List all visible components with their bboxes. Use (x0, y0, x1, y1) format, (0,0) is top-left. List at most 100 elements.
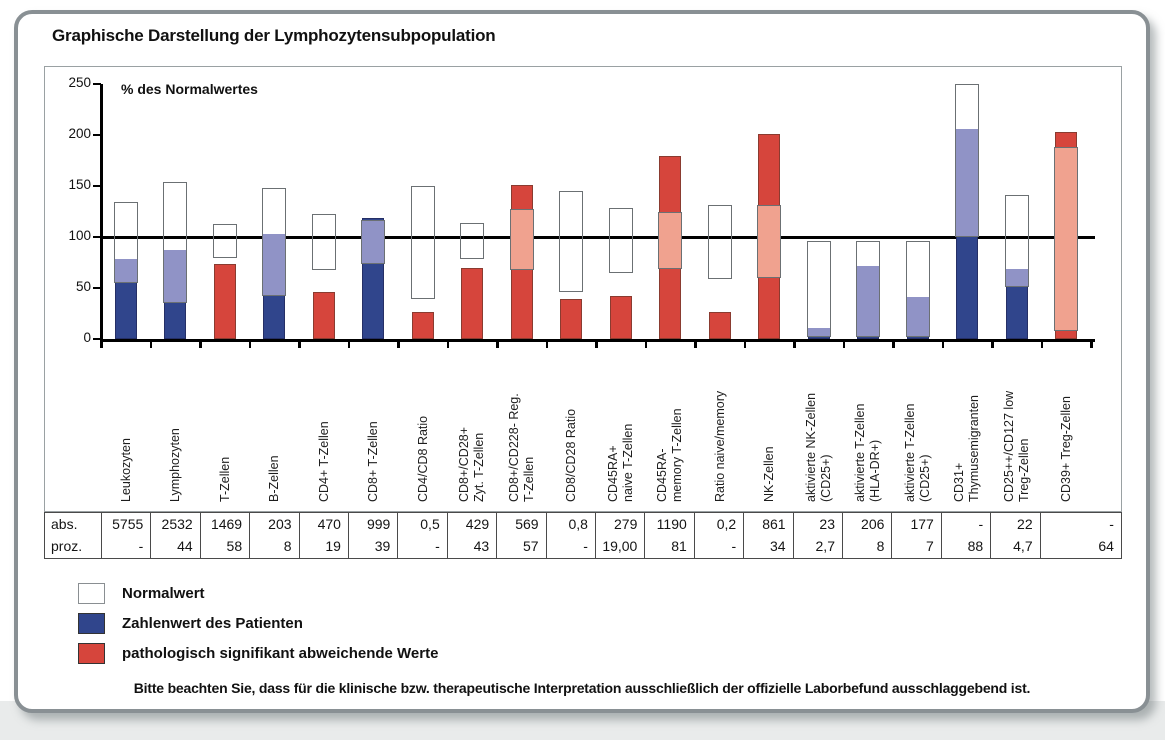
normal-range-box-outline (608, 208, 633, 273)
x-category-label-line: CD4/CD8 Ratio (415, 415, 430, 502)
table-cell-proz: 19 (325, 538, 341, 555)
normal-range-box-outline (311, 213, 336, 270)
table-cell-abs: 22 (1017, 515, 1033, 532)
legend-label-normalwert: Normalwert (122, 584, 205, 602)
x-category-label: aktivierte T-Zellen (HLA-DR+) (845, 352, 891, 502)
table-column: 279 19,00 (594, 513, 644, 558)
table-column: 429 43 (446, 513, 496, 558)
x-category-label: CD39+ Treg-Zellen (1043, 352, 1089, 502)
normal-range-box (311, 213, 336, 270)
x-category-label: CD8/CD28 Ratio (548, 352, 594, 502)
normal-range-box-outline (658, 211, 683, 269)
legend-label-patient: Zahlenwert des Patienten (122, 614, 303, 632)
bar-normal-overlap (807, 327, 830, 337)
table-cell-abs: 203 (268, 515, 292, 532)
y-tick (93, 287, 101, 289)
x-category-label-line: Leukozyten (118, 438, 133, 502)
x-category-label: Ratio naive/memory (697, 352, 743, 502)
chart-plot: 0 50 100 150 200 250 Leukozyten Lymphozyten T-Ze… (45, 67, 1121, 511)
x-category-label-line: (CD25+) (917, 454, 932, 502)
bar-normal-overlap (510, 209, 533, 270)
normal-range-box-outline (262, 188, 287, 297)
x-category-label: CD8+ T-Zellen (350, 352, 396, 502)
x-category-label: NK-Zellen (746, 352, 792, 502)
y-tick-label: 150 (68, 177, 91, 192)
x-tick (694, 342, 697, 348)
x-tick (446, 342, 449, 348)
table-cell-abs: 861 (762, 515, 786, 532)
x-tick (199, 342, 202, 348)
report-title: Graphische Darstellung der Lymphozytensu… (52, 26, 496, 45)
x-tick (644, 342, 647, 348)
x-category-label: CD4+ T-Zellen (301, 352, 347, 502)
x-category-label-line: T-Zellen (217, 456, 232, 502)
normal-range-box-outline (212, 223, 237, 259)
table-cell-proz: 8 (283, 538, 292, 555)
x-tick (149, 342, 152, 348)
chart-legend: Normalwert Zahlenwert des Patienten path… (78, 578, 438, 668)
legend-item-normalwert: Normalwert (78, 578, 438, 608)
table-cell-proz: 39 (374, 538, 391, 555)
table-cell-proz: 57 (522, 538, 539, 555)
x-tick (397, 342, 400, 348)
y-tick-label: 100 (68, 228, 91, 243)
y-tick-label: 250 (68, 75, 91, 90)
bar-normal-overlap (857, 265, 880, 337)
x-category-label: CD45RA+ naive T-Zellen (598, 352, 644, 502)
bar-normal-overlap (362, 219, 385, 264)
table-cell-abs: 279 (614, 515, 638, 532)
x-category-label-line: Zyt. T-Zellen (472, 432, 487, 502)
x-category-label-line: T-Zellen (521, 456, 536, 502)
table-column: 0,2 - (693, 513, 743, 558)
bar-normal-overlap (956, 128, 979, 237)
x-category-label-line: Ratio naive/memory (712, 390, 727, 502)
normal-range-box-outline (509, 209, 534, 270)
normal-range-box-outline (460, 222, 485, 260)
normal-range-box-outline (806, 241, 831, 337)
normal-range-box-outline (559, 191, 584, 293)
x-tick (793, 342, 796, 348)
x-category-label-line: CD8/CD28 Ratio (563, 408, 578, 502)
y-tick-label: 0 (83, 330, 91, 345)
table-cell-abs: - (1109, 515, 1114, 532)
x-tick (100, 342, 103, 348)
table-cell-abs: 1190 (656, 515, 687, 532)
table-cell-proz: 88 (967, 538, 984, 555)
x-category-label-line: CD25++/CD127 low (1001, 390, 1016, 502)
table-column: 569 57 (496, 513, 545, 558)
x-category-label-line: NK-Zellen (761, 446, 776, 502)
table-row-label-proz: proz. (51, 538, 83, 555)
x-tick (1040, 342, 1043, 348)
normal-range-box-outline (905, 241, 930, 337)
bar-normal-overlap (263, 233, 286, 297)
table-cell-proz: - (731, 538, 737, 555)
table-cell-proz: 19,00 (602, 538, 638, 555)
normal-range-box-outline (163, 181, 188, 304)
normal-range-box-outline (1004, 195, 1029, 287)
table-column: 1469 58 (199, 513, 249, 558)
x-category-label-line: Lymphozyten (167, 428, 182, 502)
table-cell-abs: 5755 (112, 515, 144, 532)
normal-range-box-outline (707, 205, 732, 279)
patient-bar (213, 263, 236, 339)
table-column: 0,8 - (545, 513, 595, 558)
x-category-label-line: aktivierte T-Zellen (902, 403, 917, 502)
table-cell-proz: - (138, 538, 144, 555)
legend-item-patient: Zahlenwert des Patienten (78, 608, 438, 638)
table-cell-proz: 4,7 (1013, 538, 1033, 555)
normal-range-box-outline (757, 205, 782, 278)
x-tick (1090, 342, 1093, 348)
table-row-labels-column: abs. proz. (45, 513, 101, 558)
patient-bar (708, 312, 731, 339)
y-tick (93, 185, 101, 187)
table-column: 999 39 (347, 513, 397, 558)
x-tick (892, 342, 895, 348)
table-cell-abs: 470 (317, 515, 341, 532)
x-category-label-line: CD8+/CD28+ (457, 426, 472, 502)
report-card: Graphische Darstellung der Lymphozytensu… (14, 10, 1150, 713)
x-tick (842, 342, 845, 348)
normal-range-box (460, 222, 485, 260)
table-column: 206 8 (841, 513, 891, 558)
x-tick (595, 342, 598, 348)
table-column: 177 7 (891, 513, 940, 558)
